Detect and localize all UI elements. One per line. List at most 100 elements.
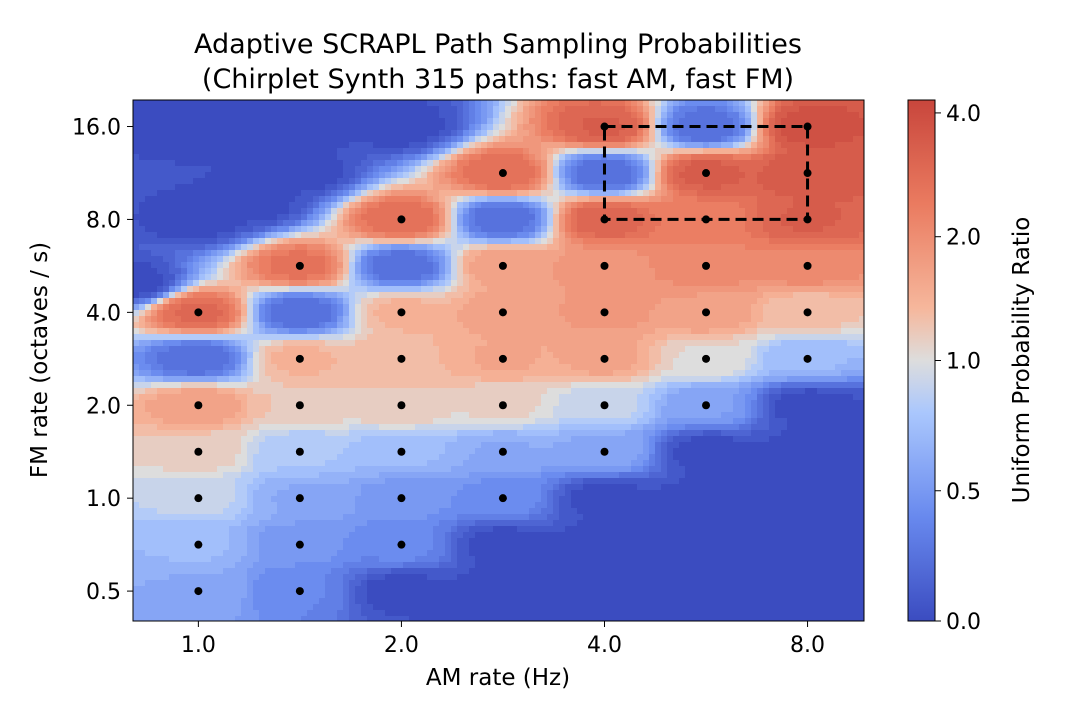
heatmap-cell <box>463 604 470 611</box>
heatmap-cell <box>217 394 224 401</box>
heatmap-cell <box>163 268 170 275</box>
heatmap-cell <box>415 484 422 491</box>
heatmap-cell <box>433 100 440 107</box>
heatmap-cell <box>181 190 188 197</box>
heatmap-cell <box>277 352 284 359</box>
heatmap-cell <box>319 202 326 209</box>
heatmap-cell <box>151 412 158 419</box>
heatmap-cell <box>175 556 182 563</box>
heatmap-cell <box>223 376 230 383</box>
heatmap-cell <box>367 376 374 383</box>
heatmap-cell <box>457 298 464 305</box>
heatmap-cell <box>217 460 224 467</box>
heatmap-cell <box>433 436 440 443</box>
heatmap-cell <box>229 190 236 197</box>
heatmap-cell <box>247 340 254 347</box>
heatmap-cell <box>463 124 470 131</box>
heatmap-cell <box>235 532 242 539</box>
heatmap-cell <box>343 400 350 407</box>
heatmap-cell <box>205 316 212 323</box>
heatmap-cell <box>211 358 218 365</box>
heatmap-cell <box>451 454 458 461</box>
heatmap-cell <box>211 400 218 407</box>
heatmap-cell <box>409 184 416 191</box>
heatmap-cell <box>391 262 398 269</box>
heatmap-cell <box>337 616 344 621</box>
heatmap-cell <box>187 154 194 161</box>
heatmap-cell <box>139 262 146 269</box>
heatmap-cell <box>187 226 194 233</box>
heatmap-cell <box>181 424 188 431</box>
heatmap-cell <box>295 418 302 425</box>
heatmap-cell <box>295 604 302 611</box>
heatmap-cell <box>181 478 188 485</box>
heatmap-cell <box>223 322 230 329</box>
heatmap-cell <box>295 466 302 473</box>
heatmap-cell <box>331 286 338 293</box>
heatmap-cell <box>451 550 458 557</box>
heatmap-cell <box>187 292 194 299</box>
heatmap-cell <box>181 160 188 167</box>
heatmap-cell <box>133 340 140 347</box>
heatmap-cell <box>265 352 272 359</box>
heatmap-cell <box>157 466 164 473</box>
heatmap-cell <box>421 346 428 353</box>
heatmap-cell <box>379 106 386 113</box>
heatmap-cell <box>415 610 422 617</box>
heatmap-cell <box>301 514 308 521</box>
heatmap-cell <box>379 232 386 239</box>
heatmap-cell <box>391 484 398 491</box>
heatmap-cell <box>445 526 452 533</box>
heatmap-cell <box>265 286 272 293</box>
heatmap-cell <box>235 262 242 269</box>
heatmap-cell <box>343 358 350 365</box>
heatmap-cell <box>445 286 452 293</box>
heatmap-cell <box>205 196 212 203</box>
heatmap-cell <box>199 436 206 443</box>
heatmap-cell <box>355 562 362 569</box>
heatmap-cell <box>397 256 404 263</box>
heatmap-cell <box>235 118 242 125</box>
heatmap-cell <box>271 220 278 227</box>
heatmap-cell <box>355 490 362 497</box>
heatmap-cell <box>427 202 434 209</box>
heatmap-cell <box>139 406 146 413</box>
heatmap-cell <box>181 310 188 317</box>
heatmap-cell <box>157 490 164 497</box>
heatmap-cell <box>181 574 188 581</box>
heatmap-cell <box>457 484 464 491</box>
heatmap-cell <box>301 544 308 551</box>
heatmap-cell <box>331 202 338 209</box>
heatmap-cell <box>199 616 206 621</box>
heatmap-cell <box>385 484 392 491</box>
heatmap-cell <box>241 370 248 377</box>
heatmap-cell <box>391 238 398 245</box>
heatmap-cell <box>475 142 482 149</box>
heatmap-cell <box>295 568 302 575</box>
heatmap-cell <box>295 130 302 137</box>
heatmap-cell <box>469 532 476 539</box>
heatmap-cell <box>247 358 254 365</box>
heatmap-cell <box>355 184 362 191</box>
heatmap-cell <box>295 412 302 419</box>
heatmap-cell <box>367 532 374 539</box>
heatmap-cell <box>271 226 278 233</box>
heatmap-cell <box>349 322 356 329</box>
heatmap-cell <box>337 346 344 353</box>
heatmap-cell <box>385 376 392 383</box>
heatmap-cell <box>211 412 218 419</box>
heatmap-cell <box>277 520 284 527</box>
heatmap-cell <box>439 232 446 239</box>
heatmap-cell <box>439 616 446 621</box>
heatmap-cell <box>301 292 308 299</box>
heatmap-cell <box>469 154 476 161</box>
heatmap-cell <box>301 184 308 191</box>
heatmap-cell <box>409 490 416 497</box>
heatmap-cell <box>319 586 326 593</box>
heatmap-cell <box>445 124 452 131</box>
heatmap-cell <box>469 562 476 569</box>
heatmap-cell <box>379 562 386 569</box>
heatmap-cell <box>367 304 374 311</box>
heatmap-cell <box>367 418 374 425</box>
heatmap-cell <box>385 328 392 335</box>
